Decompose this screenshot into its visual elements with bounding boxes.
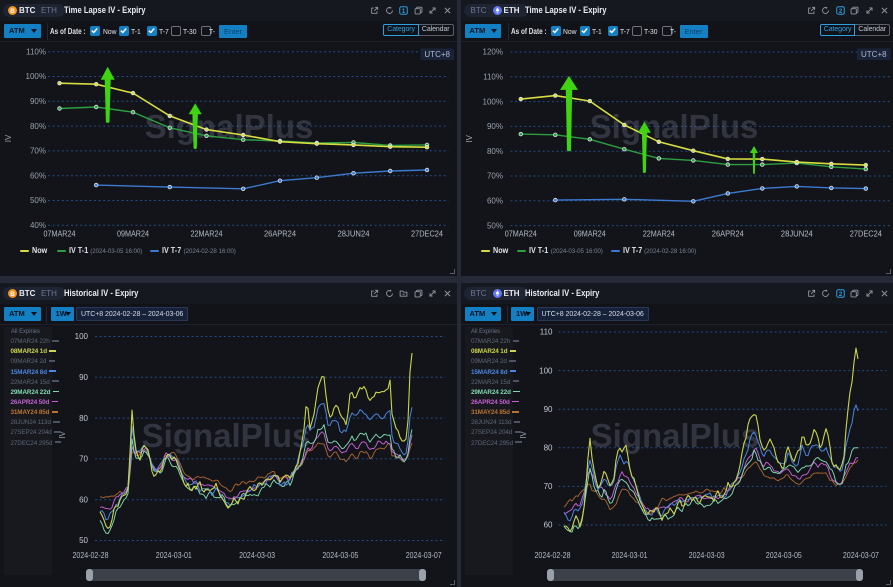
svg-text:50%: 50% bbox=[30, 196, 46, 205]
svg-text:IV: IV bbox=[59, 431, 67, 439]
svg-text:IV: IV bbox=[4, 134, 13, 142]
svg-text:26APR24: 26APR24 bbox=[264, 229, 297, 238]
svg-text:28JUN24: 28JUN24 bbox=[338, 229, 371, 238]
svg-text:27DEC24: 27DEC24 bbox=[411, 229, 444, 238]
svg-text:60: 60 bbox=[543, 521, 552, 530]
svg-text:2: 2 bbox=[839, 8, 843, 14]
svg-text:22MAR24: 22MAR24 bbox=[642, 229, 674, 238]
svg-text:40%: 40% bbox=[30, 221, 46, 230]
svg-text:80%: 80% bbox=[486, 146, 502, 155]
svg-text:07MAR24: 07MAR24 bbox=[44, 229, 76, 238]
svg-text:1: 1 bbox=[402, 8, 406, 14]
svg-text:B: B bbox=[10, 290, 15, 297]
svg-text:22MAR24: 22MAR24 bbox=[191, 229, 223, 238]
svg-text:09MAR24: 09MAR24 bbox=[573, 229, 605, 238]
svg-text:2024-03-01: 2024-03-01 bbox=[611, 551, 647, 560]
svg-text:09MAR24: 09MAR24 bbox=[117, 229, 149, 238]
svg-text:2024-02-28: 2024-02-28 bbox=[534, 551, 570, 560]
svg-text:50: 50 bbox=[79, 536, 88, 545]
svg-text:2024-03-05: 2024-03-05 bbox=[322, 551, 358, 560]
svg-text:70: 70 bbox=[543, 482, 552, 491]
svg-text:100: 100 bbox=[539, 366, 553, 375]
svg-text:2024-02-28: 2024-02-28 bbox=[73, 551, 109, 560]
svg-text:90%: 90% bbox=[486, 122, 502, 131]
svg-text:IV: IV bbox=[465, 134, 474, 142]
svg-text:SignalPlus: SignalPlus bbox=[590, 417, 759, 454]
svg-text:90: 90 bbox=[79, 373, 88, 382]
svg-text:UTC+8: UTC+8 bbox=[424, 49, 450, 58]
svg-text:2024-03-03: 2024-03-03 bbox=[688, 551, 724, 560]
svg-text:IV: IV bbox=[520, 431, 528, 439]
svg-text:110%: 110% bbox=[26, 47, 46, 56]
svg-text:100: 100 bbox=[75, 332, 89, 341]
svg-text:100%: 100% bbox=[26, 72, 46, 81]
svg-text:B: B bbox=[10, 7, 15, 14]
svg-text:90%: 90% bbox=[30, 97, 46, 106]
svg-text:07MAR24: 07MAR24 bbox=[504, 229, 536, 238]
svg-text:60%: 60% bbox=[486, 196, 502, 205]
svg-text:100%: 100% bbox=[482, 97, 502, 106]
svg-text:70: 70 bbox=[79, 455, 88, 464]
svg-text:70%: 70% bbox=[30, 146, 46, 155]
svg-text:SignalPlus: SignalPlus bbox=[142, 417, 311, 454]
svg-text:2024-03-07: 2024-03-07 bbox=[406, 551, 442, 560]
svg-text:2: 2 bbox=[839, 291, 843, 297]
svg-text:2024-03-03: 2024-03-03 bbox=[239, 551, 275, 560]
svg-text:110%: 110% bbox=[483, 72, 503, 81]
svg-text:80%: 80% bbox=[30, 121, 46, 130]
svg-text:70%: 70% bbox=[486, 171, 502, 180]
svg-text:110: 110 bbox=[539, 328, 552, 337]
svg-text:80: 80 bbox=[79, 414, 88, 423]
svg-text:90: 90 bbox=[543, 405, 552, 414]
svg-text:28JUN24: 28JUN24 bbox=[780, 229, 813, 238]
svg-text:60%: 60% bbox=[30, 171, 46, 180]
svg-text:2024-03-05: 2024-03-05 bbox=[765, 551, 801, 560]
svg-text:2024-03-07: 2024-03-07 bbox=[842, 551, 878, 560]
svg-text:27DEC24: 27DEC24 bbox=[849, 229, 882, 238]
svg-text:2024-03-01: 2024-03-01 bbox=[156, 551, 192, 560]
svg-text:120%: 120% bbox=[482, 47, 502, 56]
svg-text:SignalPlus: SignalPlus bbox=[589, 108, 758, 145]
svg-text:UTC+8: UTC+8 bbox=[861, 49, 887, 58]
svg-text:50%: 50% bbox=[486, 221, 502, 230]
svg-text:80: 80 bbox=[543, 444, 552, 453]
svg-text:26APR24: 26APR24 bbox=[711, 229, 744, 238]
svg-text:60: 60 bbox=[79, 495, 88, 504]
